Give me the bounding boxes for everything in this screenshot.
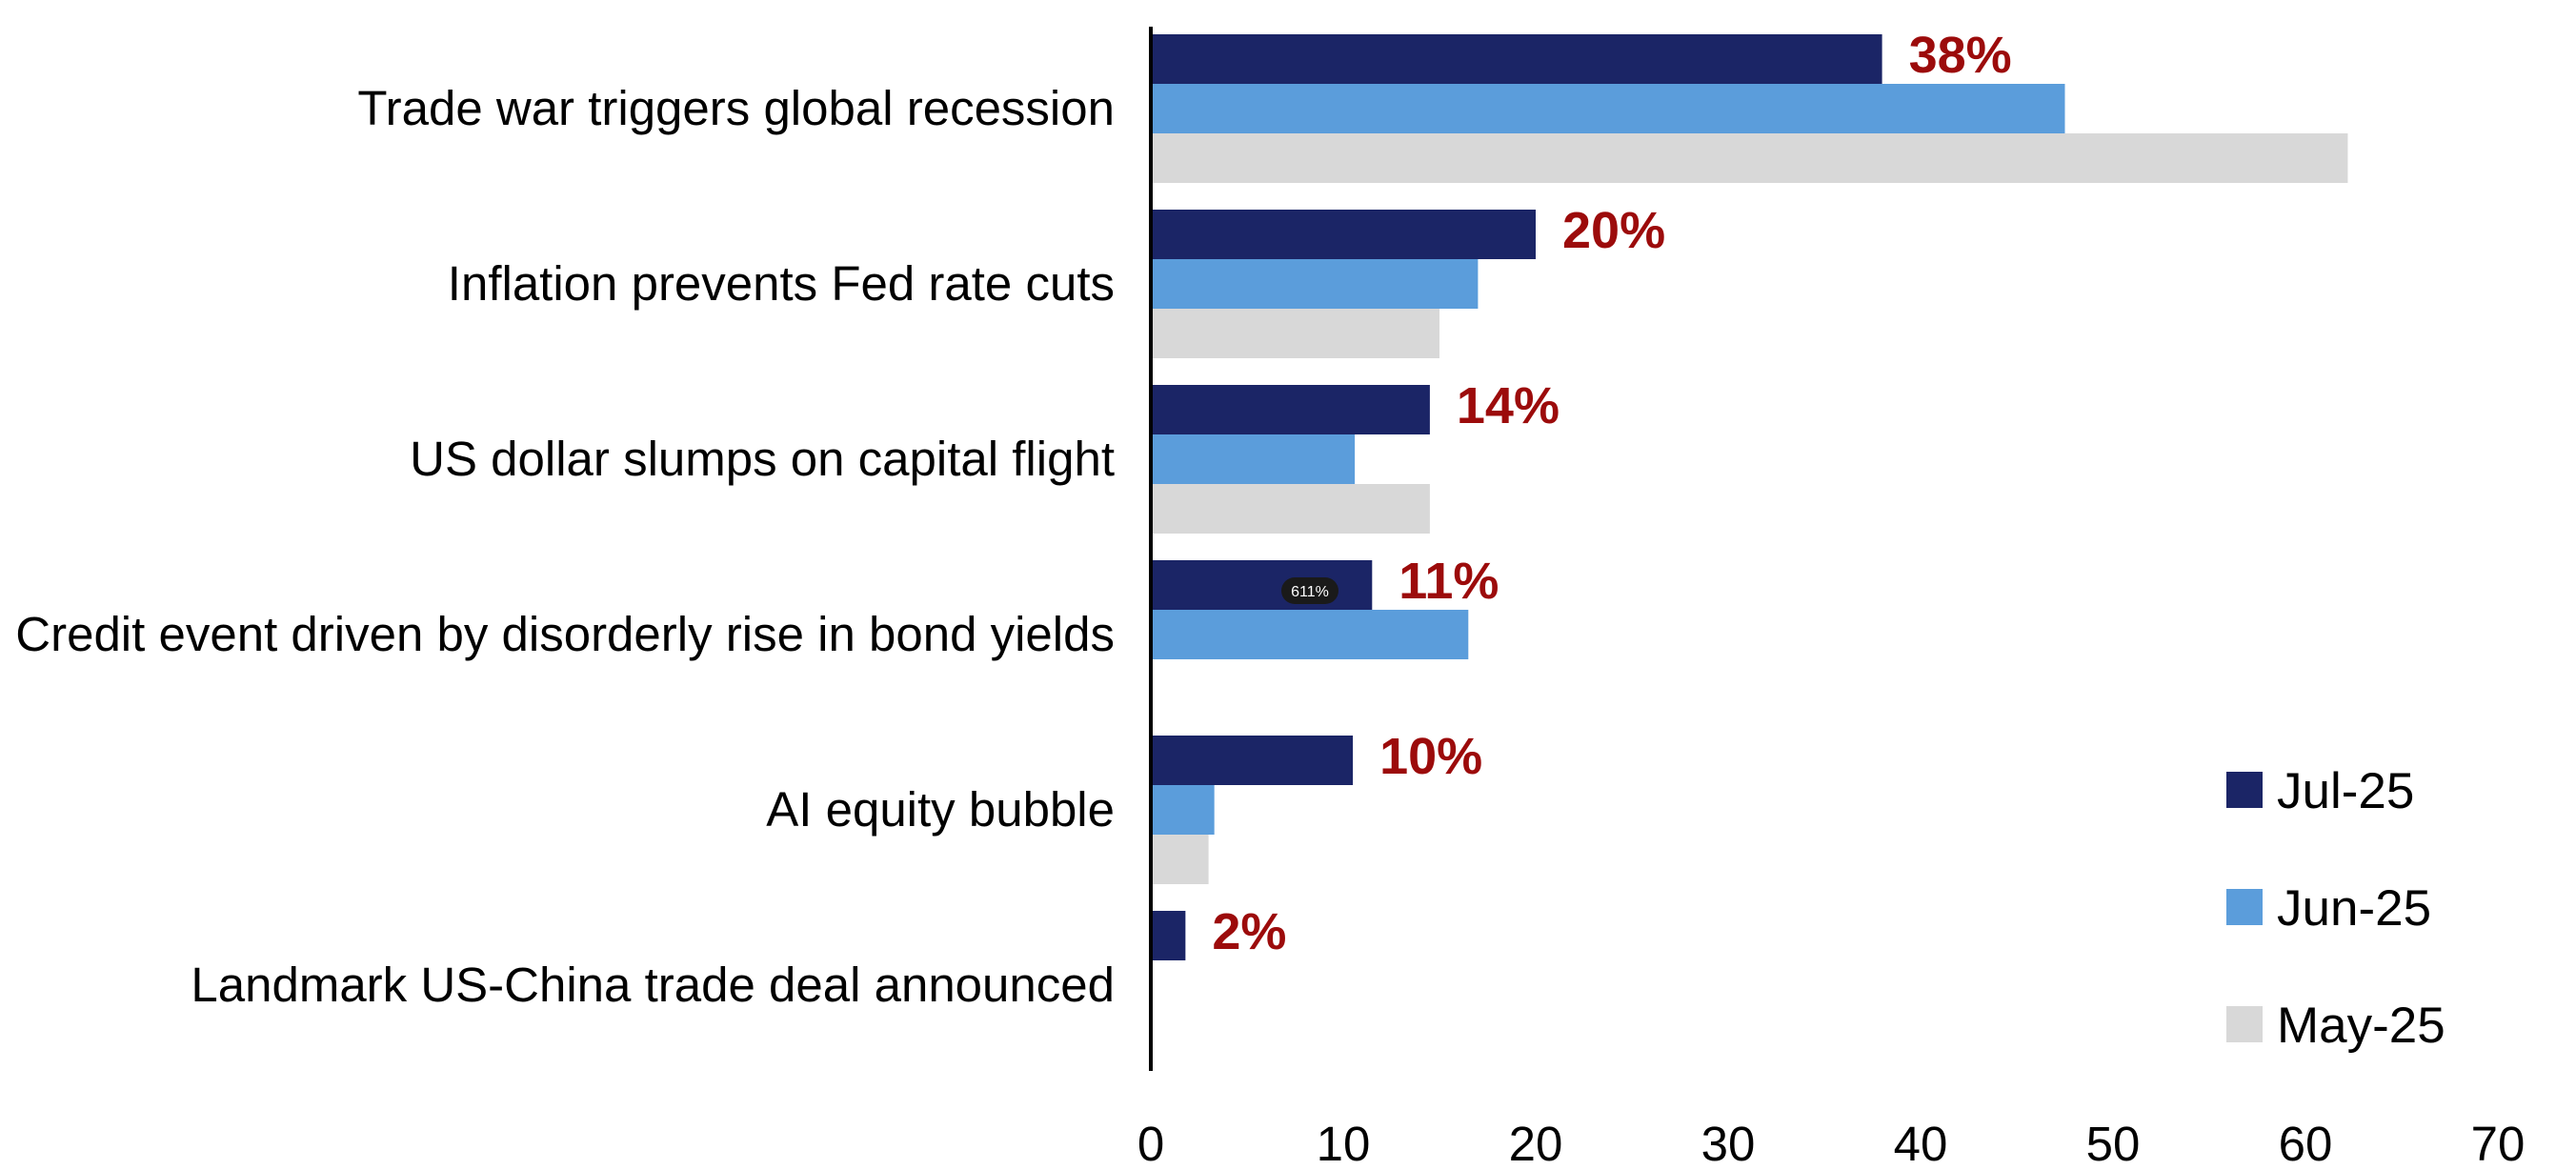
bar-may-25-1	[1151, 309, 1439, 358]
bar-may-25-0	[1151, 133, 2348, 183]
x-tick-label: 70	[2471, 1117, 2526, 1170]
x-tick-label: 10	[1317, 1117, 1371, 1170]
legend-swatch-jun-25	[2226, 889, 2263, 925]
value-tooltip: 611%	[1281, 577, 1338, 604]
x-tick-label: 20	[1509, 1117, 1563, 1170]
category-label: US dollar slumps on capital flight	[410, 432, 1115, 486]
bar-jul-25-0	[1151, 34, 1882, 84]
tooltip-background	[1281, 577, 1338, 604]
bar-jul-25-3	[1151, 560, 1373, 610]
tooltip-text: 611%	[1291, 584, 1329, 600]
bar-jul-25-5	[1151, 911, 1186, 960]
bar-jul-25-1	[1151, 210, 1536, 259]
legend-label: Jul-25	[2277, 763, 2414, 819]
bar-may-25-4	[1151, 835, 1209, 884]
bar-jul-25-4	[1151, 736, 1354, 785]
x-tick-label: 40	[1894, 1117, 1948, 1170]
data-labels: 38% 20% 14% 11% 10% 2%	[1212, 27, 2011, 960]
bar-may-25-2	[1151, 484, 1430, 534]
legend-label: Jun-25	[2277, 880, 2431, 937]
category-labels: Trade war triggers global recession Infla…	[15, 81, 1115, 1012]
data-label: 10%	[1379, 728, 1482, 785]
bar-jun-25-2	[1151, 434, 1356, 484]
bar-jun-25-0	[1151, 84, 2065, 133]
x-tick-label: 30	[1701, 1117, 1756, 1170]
category-label: Landmark US-China trade deal announced	[191, 958, 1115, 1012]
bar-jun-25-1	[1151, 259, 1479, 309]
category-label: Credit event driven by disorderly rise i…	[15, 607, 1115, 661]
bars-group	[1151, 34, 2348, 960]
legend-swatch-may-25	[2226, 1006, 2263, 1042]
bar-jul-25-2	[1151, 385, 1430, 434]
data-label: 11%	[1399, 553, 1499, 610]
data-label: 38%	[1909, 27, 2012, 84]
data-label: 20%	[1562, 202, 1665, 259]
legend-swatch-jul-25	[2226, 772, 2263, 808]
legend: Jul-25 Jun-25 May-25	[2226, 763, 2445, 1054]
x-tick-label: 60	[2279, 1117, 2333, 1170]
data-label: 2%	[1212, 903, 1286, 960]
category-label: AI equity bubble	[766, 782, 1115, 837]
bar-jun-25-3	[1151, 610, 1469, 659]
x-tick-label: 50	[2086, 1117, 2141, 1170]
category-label: Inflation prevents Fed rate cuts	[448, 256, 1115, 311]
bar-jun-25-4	[1151, 785, 1215, 835]
x-axis-tick-labels: 0 10 20 30 40 50 60 70	[1137, 1117, 2526, 1170]
category-label: Trade war triggers global recession	[357, 81, 1115, 135]
x-tick-label: 0	[1137, 1117, 1164, 1170]
data-label: 14%	[1457, 377, 1560, 434]
legend-label: May-25	[2277, 998, 2445, 1054]
